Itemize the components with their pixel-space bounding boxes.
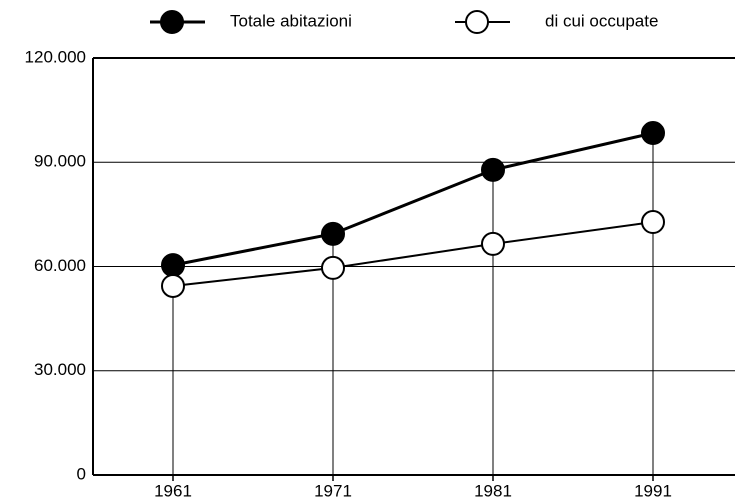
legend-marker — [465, 10, 489, 34]
x-tick-label: 1981 — [474, 481, 512, 500]
marker — [481, 157, 505, 182]
y-tick-label: 120.000 — [25, 47, 86, 66]
marker — [641, 121, 665, 146]
marker — [161, 253, 185, 278]
y-tick-label: 90.000 — [34, 152, 86, 171]
marker — [321, 221, 345, 246]
marker — [321, 255, 345, 280]
y-tick-label: 0 — [77, 464, 86, 483]
x-tick-label: 1971 — [314, 481, 352, 500]
legend-label: Totale abitazioni — [230, 11, 352, 30]
marker — [161, 273, 185, 298]
legend-marker — [160, 10, 184, 34]
legend-label: di cui occupate — [545, 11, 658, 30]
x-tick-label: 1961 — [154, 481, 192, 500]
x-tick-label: 1991 — [634, 481, 672, 500]
series-line — [172, 221, 654, 287]
y-tick-label: 60.000 — [34, 256, 86, 275]
marker — [481, 231, 505, 256]
series-line — [172, 131, 654, 267]
marker — [641, 210, 665, 235]
y-tick-label: 30.000 — [34, 360, 86, 379]
